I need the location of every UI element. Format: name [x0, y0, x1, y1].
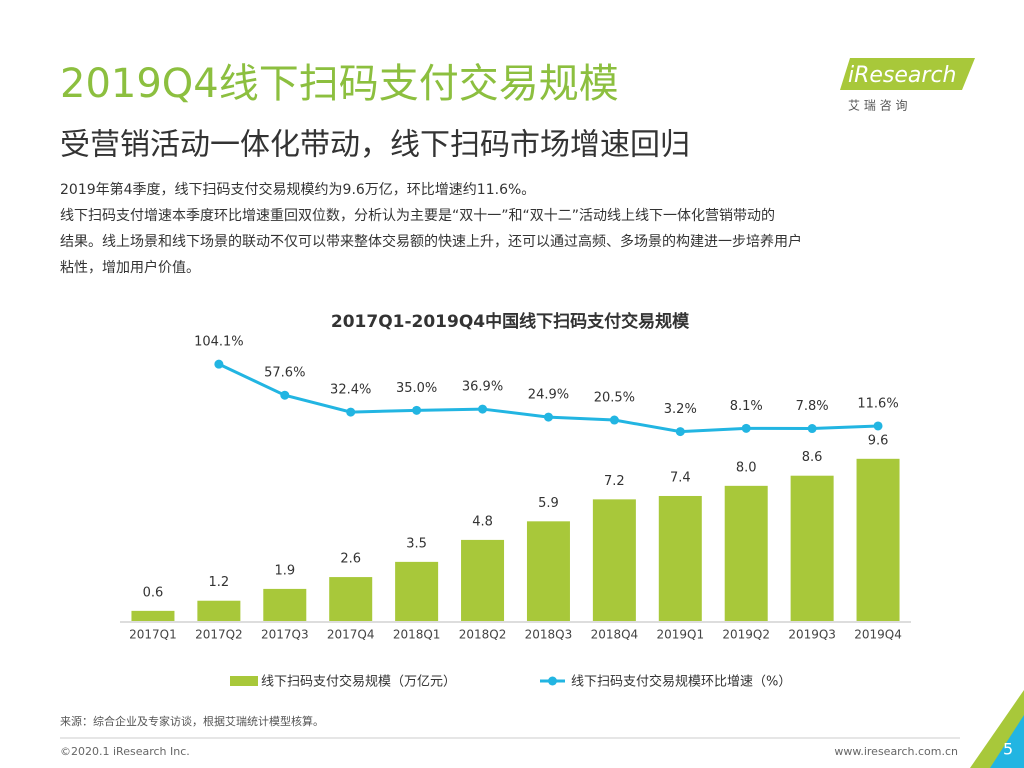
data-label: 8.0 — [736, 460, 757, 475]
page-number: 5 — [1003, 740, 1013, 759]
data-label: 5.9 — [538, 496, 559, 511]
data-label: 7.2 — [604, 474, 625, 489]
x-tick-label: 2018Q3 — [525, 628, 573, 642]
line-point — [412, 405, 422, 415]
bar — [461, 539, 505, 621]
data-label: 24.9% — [528, 388, 569, 403]
data-label: 4.8 — [472, 514, 493, 529]
line-point — [214, 359, 224, 369]
legend-label: 线下扫码支付交易规模（万亿元） — [261, 674, 456, 690]
paragraph-line: 线下扫码支付增速本季度环比增速重回双位数，分析认为主要是“双十一”和“双十二”活… — [60, 208, 775, 224]
legend-marker — [230, 676, 258, 686]
data-label: 0.6 — [143, 585, 164, 600]
x-tick-label: 2019Q4 — [854, 628, 902, 642]
data-label: 1.2 — [209, 575, 230, 590]
x-tick-label: 2019Q3 — [788, 628, 836, 642]
data-label: 1.9 — [274, 563, 295, 578]
x-tick-label: 2017Q4 — [327, 628, 375, 642]
line-point — [478, 404, 488, 414]
data-label: 9.6 — [868, 433, 889, 448]
bar — [856, 458, 900, 621]
line-point — [543, 412, 553, 422]
data-label: 8.6 — [802, 450, 823, 465]
paragraph-line: 结果。线上场景和线下场景的联动不仅可以带来整体交易额的快速上升，还可以通过高频、… — [60, 233, 802, 250]
paragraph-line: 粘性，增加用户价值。 — [60, 259, 200, 276]
bar — [790, 475, 834, 621]
bar — [724, 485, 768, 621]
data-label: 104.1% — [194, 335, 244, 350]
x-tick-label: 2017Q2 — [195, 628, 243, 642]
x-tick-label: 2019Q2 — [722, 628, 770, 642]
line-point — [807, 424, 817, 434]
data-label: 7.4 — [670, 470, 691, 485]
data-label: 32.4% — [330, 383, 371, 398]
x-tick-label: 2018Q1 — [393, 628, 441, 642]
logo: iResearch — [848, 63, 957, 88]
subtitle: 受营销活动一体化带动，线下扫码市场增速回归 — [60, 128, 690, 163]
line-point — [741, 423, 751, 433]
logo-shape — [840, 58, 975, 90]
data-label: 57.6% — [264, 366, 305, 381]
data-label: 3.5 — [406, 536, 427, 551]
bar — [526, 521, 570, 621]
data-label: 20.5% — [594, 391, 635, 406]
data-label: 36.9% — [462, 380, 503, 395]
title: 2019Q4线下扫码支付交易规模 — [60, 61, 619, 107]
logo-sub: 艾 瑞 咨 询 — [848, 98, 907, 113]
bar — [658, 495, 702, 621]
data-label: 2.6 — [340, 552, 361, 567]
chart-title: 2017Q1-2019Q4中国线下扫码支付交易规模 — [331, 311, 690, 332]
line-point — [873, 421, 883, 431]
x-tick-label: 2019Q1 — [656, 628, 704, 642]
x-tick-label: 2017Q1 — [129, 628, 177, 642]
bar — [592, 499, 636, 621]
bar — [131, 610, 175, 621]
data-label: 8.1% — [730, 399, 763, 414]
x-tick-label: 2018Q2 — [459, 628, 507, 642]
legend-label: 线下扫码支付交易规模环比增速（%） — [571, 674, 791, 690]
legend-marker — [548, 676, 557, 686]
line-point — [675, 427, 685, 437]
line-point — [609, 415, 619, 425]
data-label: 7.8% — [796, 399, 829, 414]
data-label: 11.6% — [857, 396, 898, 411]
line-point — [346, 407, 356, 417]
bar — [263, 588, 307, 621]
x-tick-label: 2018Q4 — [591, 628, 639, 642]
paragraph-line: 2019年第4季度，线下扫码支付交易规模约为9.6万亿，环比增速约11.6%。 — [60, 181, 535, 198]
bar — [395, 561, 439, 621]
data-label: 3.2% — [664, 402, 697, 417]
data-label: 35.0% — [396, 381, 437, 396]
line-point — [280, 390, 290, 400]
corner — [990, 715, 1024, 768]
x-tick-label: 2017Q3 — [261, 628, 309, 642]
bar — [197, 600, 241, 621]
bar — [329, 577, 373, 621]
copyright: ©2020.1 iResearch Inc. — [60, 745, 190, 758]
url: www.iresearch.com.cn — [834, 745, 958, 758]
source: 来源：综合企业及专家访谈，根据艾瑞统计模型核算。 — [60, 714, 324, 728]
